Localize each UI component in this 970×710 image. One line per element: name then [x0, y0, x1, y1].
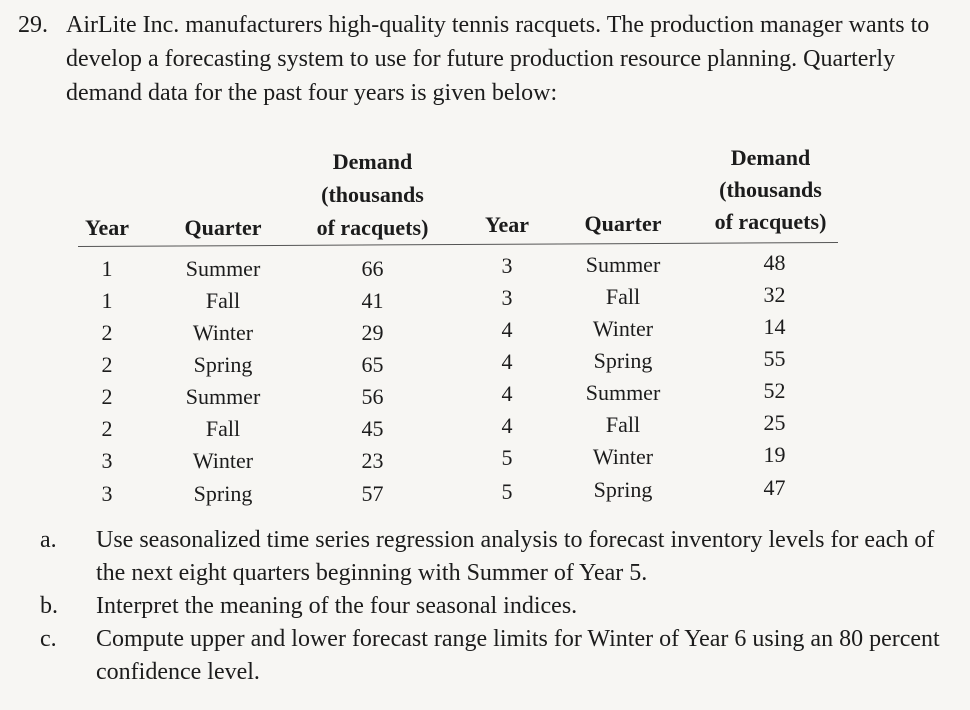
table-cell-quarter: Spring	[593, 477, 653, 502]
list-item: c. Compute upper and lower forecast rang…	[40, 623, 940, 689]
question-list: a. Use seasonalized time series regressi…	[40, 524, 940, 689]
table-cell-year: 3	[101, 481, 113, 506]
table-cell-year: 2	[101, 384, 113, 409]
table-cell-demand: 66	[361, 256, 384, 281]
table-cell-demand: 52	[763, 378, 786, 403]
header-demand-line2: (thousands	[719, 177, 822, 202]
table-cell-year: 4	[501, 349, 513, 374]
table-cell-year: 5	[501, 479, 513, 504]
header-demand-line1: Demand	[730, 145, 811, 170]
table-cell-quarter: Spring	[193, 352, 253, 377]
header-demand-line2: (thousands	[321, 182, 424, 207]
header-year: Year	[85, 215, 129, 240]
table-cell-year: 5	[501, 445, 513, 470]
table-cell-quarter: Winter	[192, 448, 254, 473]
header-quarter: Quarter	[184, 215, 262, 240]
table-cell-year: 1	[101, 256, 113, 281]
item-text: Use seasonalized time series regression …	[96, 527, 935, 586]
item-label: c.	[40, 626, 57, 652]
table-cell-quarter: Summer	[185, 384, 261, 409]
list-item: a. Use seasonalized time series regressi…	[40, 524, 940, 590]
table-cell-year: 1	[101, 288, 113, 313]
table-cell-demand: 14	[763, 314, 786, 339]
item-label: a.	[40, 527, 57, 553]
problem-statement: 29. AirLite Inc. manufacturers high-qual…	[18, 8, 953, 110]
table-cell-quarter: Summer	[185, 256, 261, 281]
table-cell-quarter: Summer	[585, 380, 661, 405]
table-cell-quarter: Winter	[592, 316, 654, 341]
header-demand-line3: of racquets)	[316, 215, 429, 240]
table-cell-demand: 65	[361, 352, 384, 377]
item-text: Compute upper and lower forecast range l…	[96, 626, 940, 685]
header-demand-line3: of racquets)	[714, 209, 827, 234]
table-cell-quarter: Fall	[205, 416, 241, 441]
table-cell-demand: 25	[763, 410, 786, 435]
problem-number: 29.	[18, 12, 48, 38]
table-cell-quarter: Winter	[192, 320, 254, 345]
table-cell-year: 3	[501, 253, 513, 278]
header-quarter: Quarter	[584, 211, 662, 236]
header-demand-line1: Demand	[332, 149, 413, 174]
table-cell-demand: 41	[361, 288, 384, 313]
table-cell-quarter: Spring	[193, 481, 253, 506]
table-cell-demand: 57	[361, 481, 384, 506]
table-cell-demand: 56	[361, 384, 384, 409]
table-cell-quarter: Summer	[585, 252, 661, 277]
table-cell-demand: 32	[763, 282, 786, 307]
table-cell-demand: 55	[763, 346, 786, 371]
table-cell-quarter: Spring	[593, 348, 653, 373]
table-cell-quarter: Winter	[592, 444, 654, 469]
table-cell-year: 2	[101, 320, 113, 345]
table-cell-year: 3	[501, 285, 513, 310]
table-cell-demand: 47	[763, 475, 786, 500]
table-cell-demand: 48	[763, 250, 786, 275]
table-cell-year: 2	[101, 416, 113, 441]
table-cell-year: 2	[101, 352, 113, 377]
list-item: b. Interpret the meaning of the four sea…	[40, 590, 940, 623]
table-cell-year: 4	[501, 317, 513, 342]
header-year: Year	[485, 212, 529, 237]
table-cell-year: 3	[101, 448, 113, 473]
table-cell-demand: 23	[361, 448, 384, 473]
table-cell-demand: 19	[763, 442, 786, 467]
table-cell-quarter: Fall	[605, 412, 641, 437]
table-cell-year: 4	[501, 413, 513, 438]
table-cell-quarter: Fall	[205, 288, 241, 313]
table-cell-year: 4	[501, 381, 513, 406]
item-label: b.	[40, 593, 58, 619]
table-cell-quarter: Fall	[605, 284, 641, 309]
table-cell-demand: 45	[361, 416, 384, 441]
table-cell-demand: 29	[361, 320, 384, 345]
item-text: Interpret the meaning of the four season…	[96, 593, 578, 619]
problem-text: AirLite Inc. manufacturers high-quality …	[66, 12, 930, 106]
